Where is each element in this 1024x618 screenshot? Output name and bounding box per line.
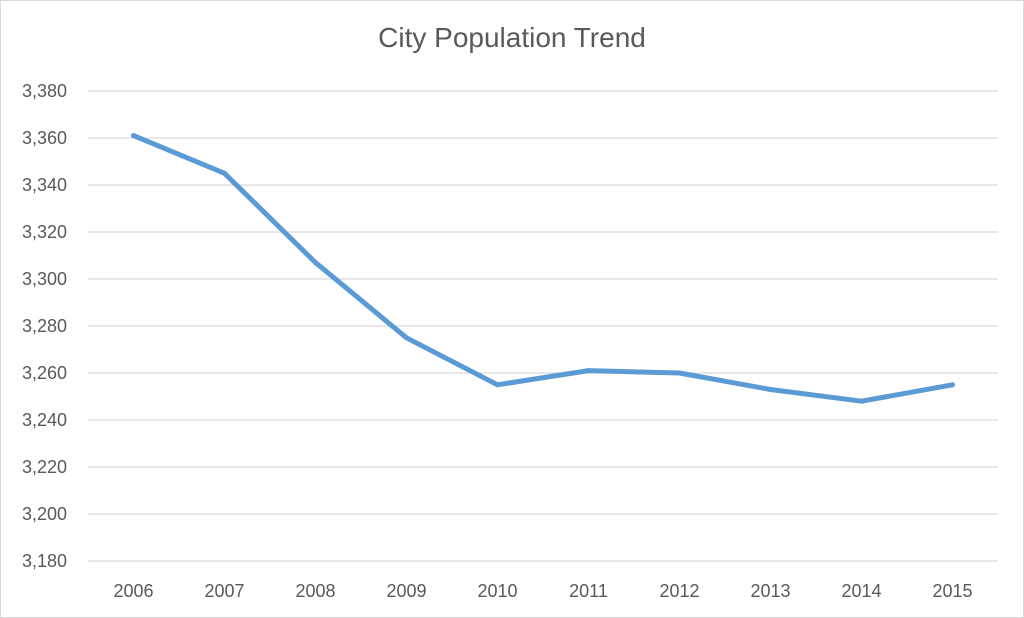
y-tick-label: 3,200 [22,504,67,524]
y-tick-label: 3,260 [22,363,67,383]
chart-title: City Population Trend [378,22,646,53]
data-point [404,335,409,341]
y-tick-label: 3,340 [22,175,67,195]
y-tick-label: 3,220 [22,457,67,477]
x-axis-tick-labels: 2006 2007 2008 2009 2010 2011 2012 2013 2014 2015 [113,581,972,601]
gridlines [88,90,998,562]
y-tick-label: 3,380 [22,81,67,101]
data-point [677,370,682,376]
x-tick-label: 2008 [295,581,335,601]
series-line [131,133,955,404]
data-point [586,368,591,374]
x-tick-label: 2007 [204,581,244,601]
x-tick-label: 2012 [659,581,699,601]
x-tick-label: 2009 [386,581,426,601]
x-tick-label: 2006 [113,581,153,601]
y-tick-label: 3,360 [22,128,67,148]
y-axis-tick-labels: 3,180 3,200 3,220 3,240 3,260 3,280 3,300 3,320… [22,81,67,571]
data-point [859,398,864,404]
y-tick-label: 3,240 [22,410,67,430]
y-tick-label: 3,280 [22,316,67,336]
data-point [222,170,227,176]
y-tick-label: 3,300 [22,269,67,289]
x-tick-label: 2013 [750,581,790,601]
x-tick-label: 2011 [569,581,608,601]
x-tick-label: 2015 [932,581,972,601]
x-tick-label: 2010 [477,581,517,601]
y-tick-label: 3,180 [22,551,67,571]
series-layer [131,133,955,404]
data-point [950,382,955,388]
y-tick-label: 3,320 [22,222,67,242]
data-point [768,386,773,392]
data-point [131,133,136,139]
data-point [313,260,318,266]
x-tick-label: 2014 [841,581,881,601]
data-point [495,382,500,388]
